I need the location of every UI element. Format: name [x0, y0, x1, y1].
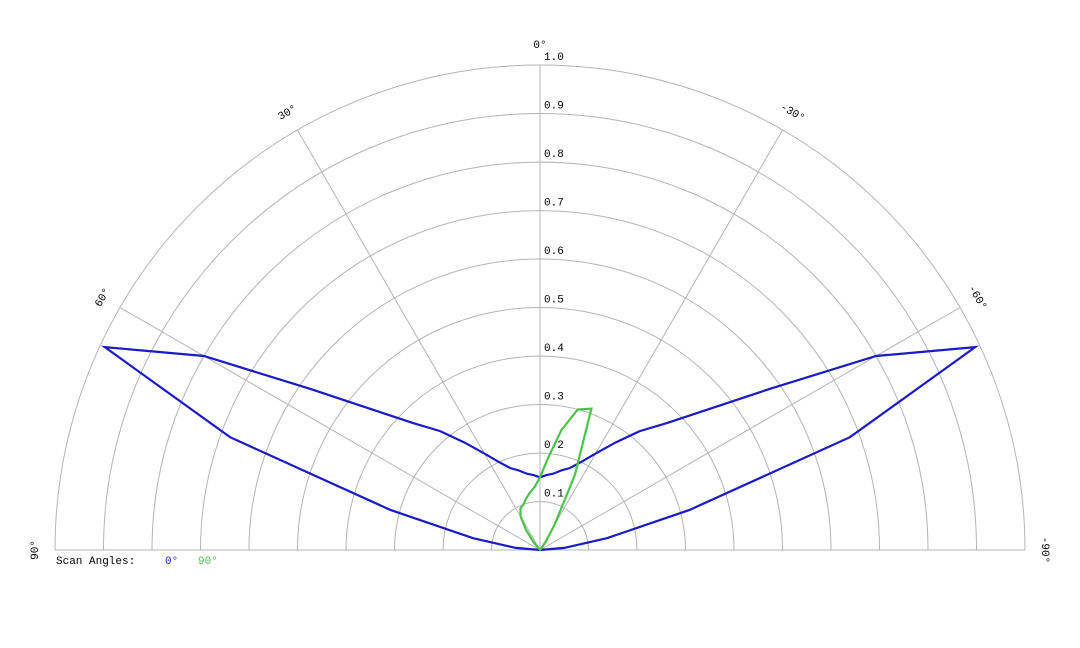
angle-tick-label: -60° — [965, 284, 989, 313]
legend-entry: 0° — [165, 556, 178, 568]
angle-tick-label: 90° — [30, 540, 42, 560]
r-tick-label: 0.8 — [544, 149, 564, 161]
angle-tick-label: -30° — [778, 102, 807, 126]
series-line — [519, 407, 593, 552]
r-tick-label: 0.4 — [544, 343, 564, 355]
legend-title: Scan Angles: — [56, 556, 135, 568]
r-tick-label: 0.6 — [544, 246, 564, 258]
grid-spoke — [119, 307, 541, 551]
r-tick-label: 1.0 — [544, 52, 564, 64]
r-tick-label: 0.7 — [544, 197, 564, 209]
r-tick-label: 0.5 — [544, 294, 564, 306]
grid-spoke — [539, 129, 783, 551]
r-tick-label: 0.9 — [544, 100, 564, 112]
grid-spoke — [539, 307, 961, 551]
angle-tick-label: 0° — [533, 40, 546, 52]
angle-tick-label: 60° — [93, 286, 113, 309]
r-tick-label: 0.3 — [544, 391, 564, 403]
legend-entry: 90° — [198, 556, 218, 568]
angle-tick-label: 30° — [276, 103, 299, 123]
grid-spoke — [297, 129, 541, 551]
angle-tick-label: -90° — [1038, 537, 1050, 563]
r-tick-label: 0.1 — [544, 488, 564, 500]
